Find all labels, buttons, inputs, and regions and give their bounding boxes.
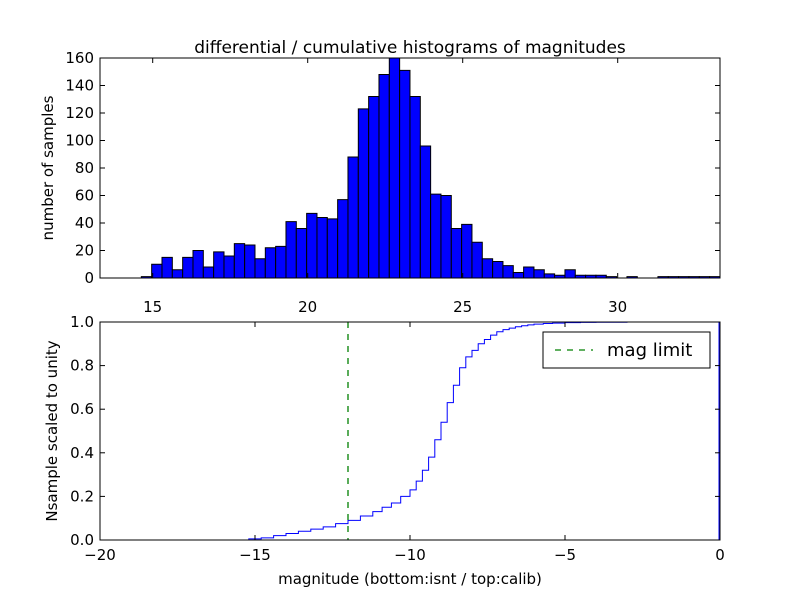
- histogram-bar: [244, 244, 256, 279]
- x-tick-label: 20: [298, 298, 317, 316]
- x-tick-label: −5: [554, 546, 576, 564]
- histogram-bar: [440, 195, 452, 279]
- histogram-bar: [223, 255, 235, 279]
- x-tick-label: 30: [608, 298, 627, 316]
- histogram-bar: [409, 96, 421, 279]
- histogram-bar: [192, 250, 204, 279]
- histogram-bar: [171, 269, 184, 279]
- histogram-bar: [388, 57, 401, 279]
- histogram-bar: [213, 251, 225, 279]
- cumulative-frame: [99, 321, 721, 541]
- cumulative-x-axis: −20 −15 −10 −5 0: [84, 322, 725, 564]
- histogram-bar: [492, 261, 504, 279]
- y-tick-label: 0.4: [70, 444, 94, 462]
- cumulative-step-line: [100, 321, 720, 541]
- histogram-bar: [523, 266, 535, 279]
- histogram-bar: [450, 228, 463, 279]
- y-tick-label: 160: [65, 49, 94, 67]
- legend-label-mag-limit: mag limit: [607, 340, 692, 361]
- histogram-bar: [502, 265, 514, 279]
- histogram-bar: [151, 263, 163, 279]
- histogram-bar: [419, 145, 432, 279]
- histogram-chart: differential / cumulative histograms of …: [39, 38, 721, 316]
- histogram-bar: [275, 245, 287, 279]
- x-tick-label: 25: [453, 298, 472, 316]
- cumulative-lines: [100, 321, 720, 541]
- histogram-bar: [533, 269, 545, 279]
- y-tick-label: 0.8: [70, 357, 94, 375]
- histogram-x-axis: 15 20 25 30: [143, 58, 627, 316]
- cumulative-x-label: magnitude (bottom:isnt / top:calib): [278, 570, 542, 588]
- cumulative-y-label: Nsample scaled to unity: [43, 340, 61, 521]
- histogram-bar: [316, 217, 328, 279]
- histogram-bar: [347, 156, 359, 279]
- y-tick-label: 0: [84, 269, 94, 287]
- histogram-bar: [481, 258, 494, 279]
- histogram-bar: [543, 273, 556, 279]
- histogram-bar: [295, 228, 308, 279]
- histogram-bar: [326, 218, 339, 279]
- histogram-bar: [264, 247, 277, 279]
- histogram-bar: [285, 221, 297, 279]
- y-tick-label: 0.2: [70, 487, 94, 505]
- x-tick-label: 15: [143, 298, 162, 316]
- histogram-bar: [182, 256, 194, 279]
- histogram-bar: [306, 212, 318, 279]
- y-tick-label: 0.0: [70, 531, 94, 549]
- histogram-bar: [471, 241, 483, 279]
- x-tick-label: −10: [394, 546, 426, 564]
- histogram-bar: [357, 108, 370, 279]
- histogram-bar: [378, 74, 390, 279]
- histogram-bar: [233, 243, 246, 279]
- y-tick-label: 0.6: [70, 400, 94, 418]
- y-tick-label: 140: [65, 77, 94, 95]
- y-tick-label: 60: [75, 187, 94, 205]
- x-tick-label: 0: [715, 546, 725, 564]
- histogram-bar: [512, 272, 525, 279]
- histogram-bar: [337, 199, 349, 279]
- legend: mag limit: [542, 331, 711, 369]
- x-tick-label: −20: [84, 546, 116, 564]
- chart-title: differential / cumulative histograms of …: [194, 38, 626, 58]
- histogram-bar: [254, 258, 266, 279]
- histogram-bar: [461, 223, 473, 279]
- histogram-y-label: number of samples: [39, 95, 57, 240]
- y-tick-label: 20: [75, 242, 94, 260]
- y-tick-label: 120: [65, 104, 94, 122]
- histogram-bar: [368, 96, 380, 279]
- y-tick-label: 40: [75, 214, 94, 232]
- y-tick-label: 100: [65, 132, 94, 150]
- histogram-bar: [430, 193, 442, 279]
- histogram-bar: [399, 69, 411, 279]
- histogram-bar: [564, 269, 576, 279]
- cumulative-chart: 0.0 0.2 0.4 0.6 0.8 1.0 −20 −15 −10 −5 0 Nsample …: [43, 313, 725, 588]
- y-tick-label: 1.0: [70, 313, 94, 331]
- histogram-bar: [202, 266, 215, 279]
- histogram-frame: [99, 57, 721, 279]
- histogram-bar: [161, 256, 173, 279]
- x-tick-label: −15: [239, 546, 271, 564]
- histogram-y-axis: 0 20 40 60 80 100 120 140 160: [65, 49, 720, 287]
- y-tick-label: 80: [75, 159, 94, 177]
- cumulative-y-axis: 0.0 0.2 0.4 0.6 0.8 1.0: [70, 313, 720, 549]
